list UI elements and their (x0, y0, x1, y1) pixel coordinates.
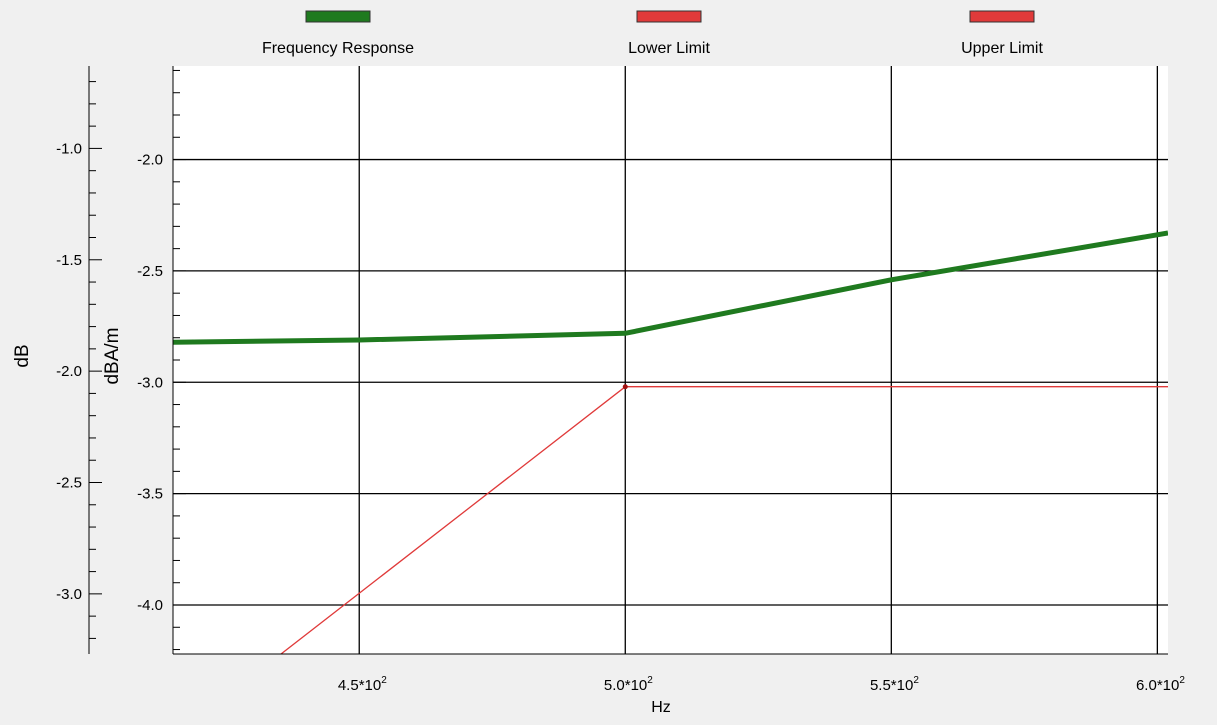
series-layer (173, 230, 1168, 654)
y-tick-label: -2.5 (137, 263, 163, 280)
legend-label: Upper Limit (961, 40, 1043, 57)
x-axis: 4.5*10 2 5.0*10 2 5.5*10 2 6.0*10 2 (338, 675, 1186, 694)
x-tick-label: 6.0*10 (1136, 677, 1179, 694)
x-tick-exponent: 2 (647, 675, 653, 686)
y-axis-secondary: -1.0 -1.5 -2.0 -2.5 -3.0 (56, 66, 102, 654)
y2-tick-label: -3.0 (56, 586, 82, 603)
y2-tick-label: -1.0 (56, 140, 82, 157)
x-tick-label-group: 5.5*10 2 (870, 675, 919, 694)
legend-swatch (305, 10, 371, 23)
x-axis-label: Hz (651, 699, 671, 716)
legend-label: Lower Limit (628, 40, 710, 57)
y-axis-label: dBA/m (102, 327, 123, 384)
y-tick-label: -4.0 (137, 597, 163, 614)
legend: Frequency Response Lower Limit Upper Limit (262, 10, 1043, 57)
gridlines (173, 66, 1168, 654)
x-tick-label-group: 5.0*10 2 (604, 675, 653, 694)
x-tick-label: 5.0*10 (604, 677, 647, 694)
x-tick-label-group: 6.0*10 2 (1136, 675, 1185, 694)
y-axis-primary: -2.0 -2.5 -3.0 -3.5 -4.0 (137, 69, 186, 651)
x-tick-label-group: 4.5*10 2 (338, 675, 387, 694)
lower-limit-breakpoint (622, 384, 628, 390)
x-tick-label: 4.5*10 (338, 677, 381, 694)
plot-area (173, 66, 1168, 654)
legend-label: Frequency Response (262, 40, 414, 57)
y-tick-label: -3.0 (137, 374, 163, 391)
y2-tick-label: -1.5 (56, 252, 82, 269)
x-tick-exponent: 2 (913, 675, 919, 686)
y-tick-label: -3.5 (137, 486, 163, 503)
y2-tick-label: -2.0 (56, 363, 82, 380)
y2-tick-label: -2.5 (56, 475, 82, 492)
y2-axis-label: dB (12, 344, 33, 367)
legend-swatch (969, 10, 1035, 23)
x-tick-exponent: 2 (1179, 675, 1185, 686)
x-tick-exponent: 2 (381, 675, 387, 686)
y-tick-label: -2.0 (137, 152, 163, 169)
x-tick-label: 5.5*10 (870, 677, 913, 694)
legend-swatch (636, 10, 702, 23)
series-line-frequency-response (173, 230, 1168, 345)
